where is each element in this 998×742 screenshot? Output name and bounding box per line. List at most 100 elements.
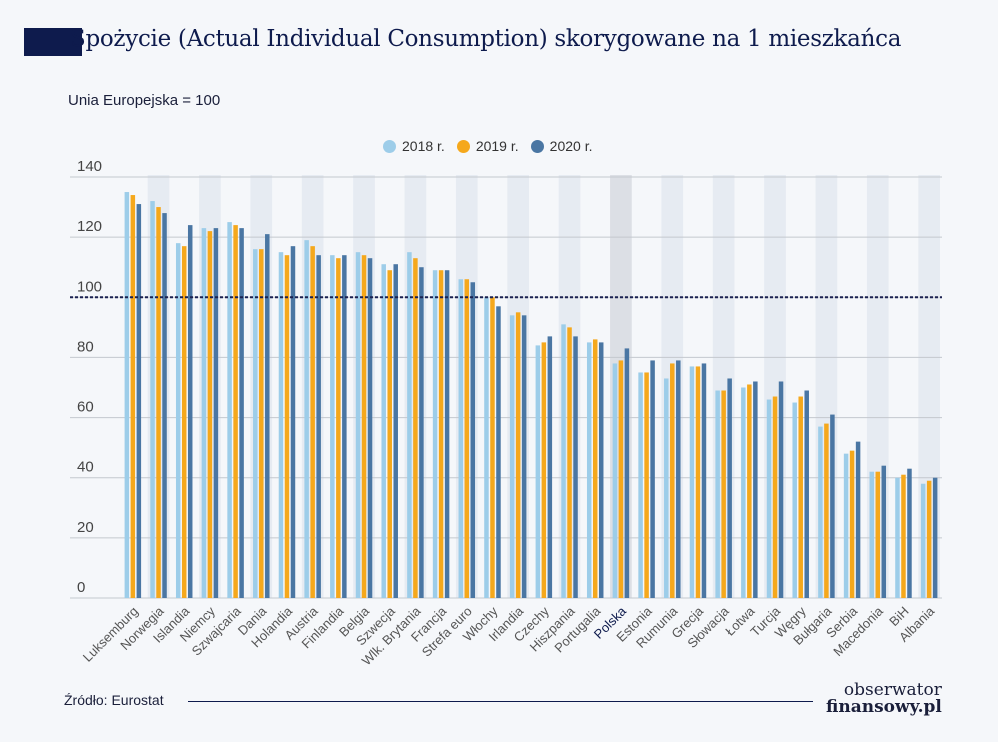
bar-2018: [407, 252, 412, 598]
bar-2019: [438, 270, 444, 598]
bar-2018: [381, 264, 386, 598]
bar-2020: [547, 336, 553, 598]
bar-2019: [156, 207, 161, 599]
bar-2020: [239, 228, 244, 598]
bar-2020: [907, 468, 912, 598]
y-tick-label: 60: [77, 399, 94, 416]
bar-2018: [895, 477, 900, 598]
bar-2018: [664, 378, 669, 598]
bar-2018: [484, 297, 489, 598]
bar-2019: [670, 363, 675, 598]
legend-item-2019: 2019 r.: [456, 138, 519, 154]
bar-2019: [926, 480, 932, 598]
bar-2018: [253, 249, 258, 598]
bar-2018: [715, 390, 720, 598]
bar-2019: [747, 384, 752, 598]
bar-2019: [772, 396, 778, 598]
bar-2019: [259, 249, 264, 598]
bar-2020: [265, 234, 270, 598]
bar-2019: [541, 342, 547, 598]
bar-2019: [413, 258, 418, 598]
bar-2020: [342, 255, 347, 598]
bar-2019: [336, 258, 341, 598]
bar-2018: [124, 192, 130, 599]
bar-2020: [804, 390, 809, 598]
bar-2020: [778, 381, 784, 598]
bar-2020: [932, 477, 938, 598]
legend-swatch-icon: [383, 139, 396, 153]
bar-2018: [509, 315, 515, 598]
bar-2018: [458, 279, 464, 598]
bar-2020: [316, 255, 321, 598]
bar-2018: [843, 453, 849, 598]
bar-2020: [855, 441, 861, 598]
bar-2019: [387, 270, 392, 598]
bar-2020: [136, 204, 142, 599]
bar-2020: [573, 336, 578, 598]
logo-line2: finansowy.pl: [826, 697, 942, 717]
y-tick-label: 80: [77, 338, 94, 355]
bar-2020: [290, 246, 296, 598]
bar-2018: [432, 270, 438, 598]
bar-2018: [278, 252, 284, 598]
bar-2020: [701, 363, 707, 598]
bar-2019: [490, 297, 495, 598]
legend-label: 2019 r.: [475, 138, 519, 154]
bar-2018: [638, 372, 643, 598]
bar-2018: [920, 483, 926, 598]
legend-item-2020: 2020 r.: [530, 138, 592, 154]
legend-swatch-icon: [456, 139, 470, 153]
bar-2020: [598, 342, 604, 598]
bar-2018: [792, 402, 797, 598]
bar-2018: [201, 228, 207, 598]
bar-2019: [567, 327, 572, 598]
bar-2020: [830, 414, 835, 598]
bar-2019: [515, 312, 521, 598]
bar-2019: [310, 246, 315, 598]
bar-2018: [561, 324, 566, 598]
bar-2019: [875, 471, 881, 598]
bar-2019: [181, 246, 187, 598]
bar-2020: [162, 213, 167, 599]
bar-2018: [741, 387, 746, 598]
legend-item-2018: 2018 r.: [383, 138, 445, 154]
chart-title: Spożycie (Actual Individual Consumption)…: [70, 26, 902, 52]
bar-2019: [284, 255, 290, 598]
bar-2020: [521, 315, 527, 598]
bar-2020: [676, 360, 681, 598]
bar-2018: [175, 243, 181, 598]
bar-2020: [213, 228, 219, 598]
divider: [188, 701, 813, 702]
y-tick-label: 100: [77, 278, 102, 295]
bar-2018: [586, 342, 592, 598]
bar-2018: [818, 426, 823, 598]
bar-2020: [727, 378, 732, 598]
bar-2018: [330, 255, 335, 598]
legend-swatch-icon: [530, 139, 544, 153]
bar-2020: [624, 348, 630, 598]
bar-2018: [689, 366, 695, 598]
bar-2020: [753, 381, 758, 598]
bar-2019: [207, 231, 213, 598]
bar-2019: [644, 372, 649, 598]
y-tick-label: 20: [77, 519, 94, 536]
legend-label: 2018 r.: [402, 138, 445, 154]
bar-2019: [721, 390, 726, 598]
bar-2019: [592, 339, 598, 598]
bar-2019: [361, 255, 367, 598]
bar-2020: [444, 270, 450, 598]
legend: 2018 r. 2019 r. 2020 r.: [383, 138, 592, 154]
bar-2019: [130, 195, 136, 599]
bar-2020: [187, 225, 193, 598]
bar-2019: [798, 396, 803, 598]
bar-2020: [650, 360, 655, 598]
y-tick-label: 40: [77, 459, 94, 476]
y-tick-label: 120: [77, 218, 102, 235]
bar-2019: [901, 474, 906, 598]
bar-2020: [496, 306, 501, 598]
bar-2019: [824, 423, 829, 598]
bar-2019: [695, 366, 701, 598]
bar-2019: [233, 225, 238, 598]
bar-2018: [612, 363, 618, 598]
